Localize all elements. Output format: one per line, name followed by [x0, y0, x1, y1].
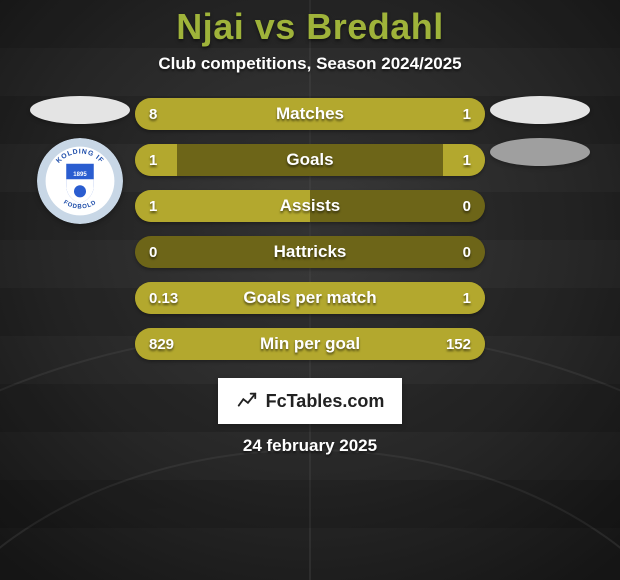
stat-row: Matches8 1	[135, 98, 485, 130]
stat-label: Goals per match	[135, 282, 485, 314]
stat-label: Matches	[135, 98, 485, 130]
svg-text:1895: 1895	[73, 172, 87, 178]
stat-value-right: 0	[463, 190, 471, 222]
comparison-panel: KOLDING IF FODBOLD 1895 Matches81Goals11…	[0, 96, 620, 360]
stat-row: Assists1 0	[135, 190, 485, 222]
fctables-badge[interactable]: FcTables.com	[218, 378, 403, 424]
stat-value-left: 1	[149, 144, 157, 176]
stat-row: Goals per match0.13 1	[135, 282, 485, 314]
stat-label: Min per goal	[135, 328, 485, 360]
stat-value-left: 8	[149, 98, 157, 130]
stat-row: Hattricks0 0	[135, 236, 485, 268]
right-player-name-pill	[490, 96, 590, 124]
stat-label: Goals	[135, 144, 485, 176]
left-club-badge: KOLDING IF FODBOLD 1895	[37, 138, 123, 224]
stat-value-right: 152	[446, 328, 471, 360]
subtitle: Club competitions, Season 2024/2025	[158, 54, 461, 74]
stat-value-right: 0	[463, 236, 471, 268]
stat-label: Assists	[135, 190, 485, 222]
stat-value-left: 0.13	[149, 282, 178, 314]
stat-value-left: 0	[149, 236, 157, 268]
left-player-column: KOLDING IF FODBOLD 1895	[25, 96, 135, 224]
stat-value-left: 829	[149, 328, 174, 360]
stat-value-right: 1	[463, 282, 471, 314]
fctables-icon	[236, 390, 258, 412]
page-title: Njai vs Bredahl	[176, 6, 444, 48]
stat-row: Min per goal829 152	[135, 328, 485, 360]
stat-value-left: 1	[149, 190, 157, 222]
stat-label: Hattricks	[135, 236, 485, 268]
stats-list: Matches81Goals11Assists10Hattricks00Goal…	[135, 96, 485, 360]
footer-date: 24 february 2025	[243, 436, 377, 456]
stat-value-right: 1	[463, 98, 471, 130]
left-player-name-pill	[30, 96, 130, 124]
right-player-column	[485, 96, 595, 166]
fctables-label: FcTables.com	[266, 391, 385, 412]
right-club-pill	[490, 138, 590, 166]
stat-value-right: 1	[463, 144, 471, 176]
stat-row: Goals1 1	[135, 144, 485, 176]
